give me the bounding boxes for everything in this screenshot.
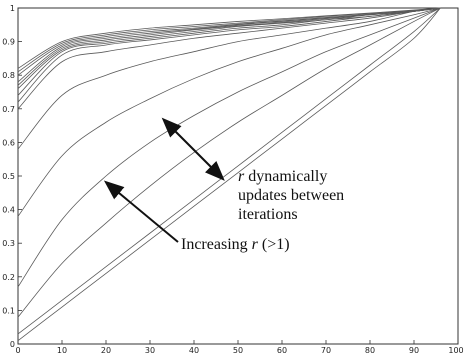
dynamic-r-variable: r: [238, 168, 245, 185]
x-tick-label: 50: [233, 346, 243, 355]
x-tick-label: 100: [448, 346, 463, 355]
series-line-9: [17, 7, 441, 96]
y-tick-label: 0.4: [2, 206, 15, 215]
y-tick-label: 0.7: [2, 105, 15, 114]
series-lines: [17, 7, 441, 341]
x-tick-label: 0: [15, 346, 20, 355]
x-tick-label: 60: [277, 346, 287, 355]
increasing-annotation: Increasing r (>1): [181, 236, 290, 253]
series-line-15: [17, 7, 441, 69]
axis-ticks: 0 10 20 30 40 50 60 70 80 90 100 0 0.1 0.2 0.3 0.4 0.5 0.…: [2, 4, 463, 355]
y-tick-label: 1: [10, 4, 15, 13]
series-line-3: [17, 7, 441, 318]
increasing-prefix-text: Increasing: [181, 236, 252, 253]
x-tick-label: 10: [57, 346, 67, 355]
plot-frame: [17, 7, 459, 345]
y-tick-label: 0.6: [2, 138, 15, 147]
increasing-arrow: [103, 180, 179, 243]
increasing-r-variable: r: [252, 236, 259, 253]
series-line-6: [17, 7, 441, 150]
x-tick-label: 80: [365, 346, 375, 355]
y-tick-label: 0.5: [2, 172, 15, 181]
series-line-1: [17, 7, 441, 341]
x-tick-label: 40: [189, 346, 199, 355]
series-line-2: [17, 7, 441, 335]
series-line-7: [17, 7, 441, 110]
y-tick-label: 0: [10, 340, 15, 349]
y-tick-label: 0.1: [2, 306, 15, 315]
dynamic-annotation-line2: updates between: [238, 187, 344, 204]
series-line-5: [17, 7, 441, 217]
y-tick-label: 0.3: [2, 239, 15, 248]
increasing-suffix-text: (>1): [258, 236, 290, 253]
x-tick-label: 70: [321, 346, 331, 355]
double-arrow-dynamic: [161, 117, 225, 181]
series-line-13: [17, 7, 441, 76]
x-tick-label: 20: [101, 346, 111, 355]
series-line-12: [17, 7, 441, 83]
y-tick-label: 0.2: [2, 273, 15, 282]
series-line-4: [17, 7, 441, 288]
dynamic-line1-text: dynamically: [244, 168, 327, 185]
y-tick-label: 0.8: [2, 71, 15, 80]
x-tick-label: 30: [145, 346, 155, 355]
y-tick-label: 0.9: [2, 38, 15, 47]
dynamic-annotation-line3: iterations: [238, 206, 298, 223]
x-tick-label: 90: [409, 346, 419, 355]
dynamic-annotation-line1: r dynamically: [238, 168, 327, 185]
